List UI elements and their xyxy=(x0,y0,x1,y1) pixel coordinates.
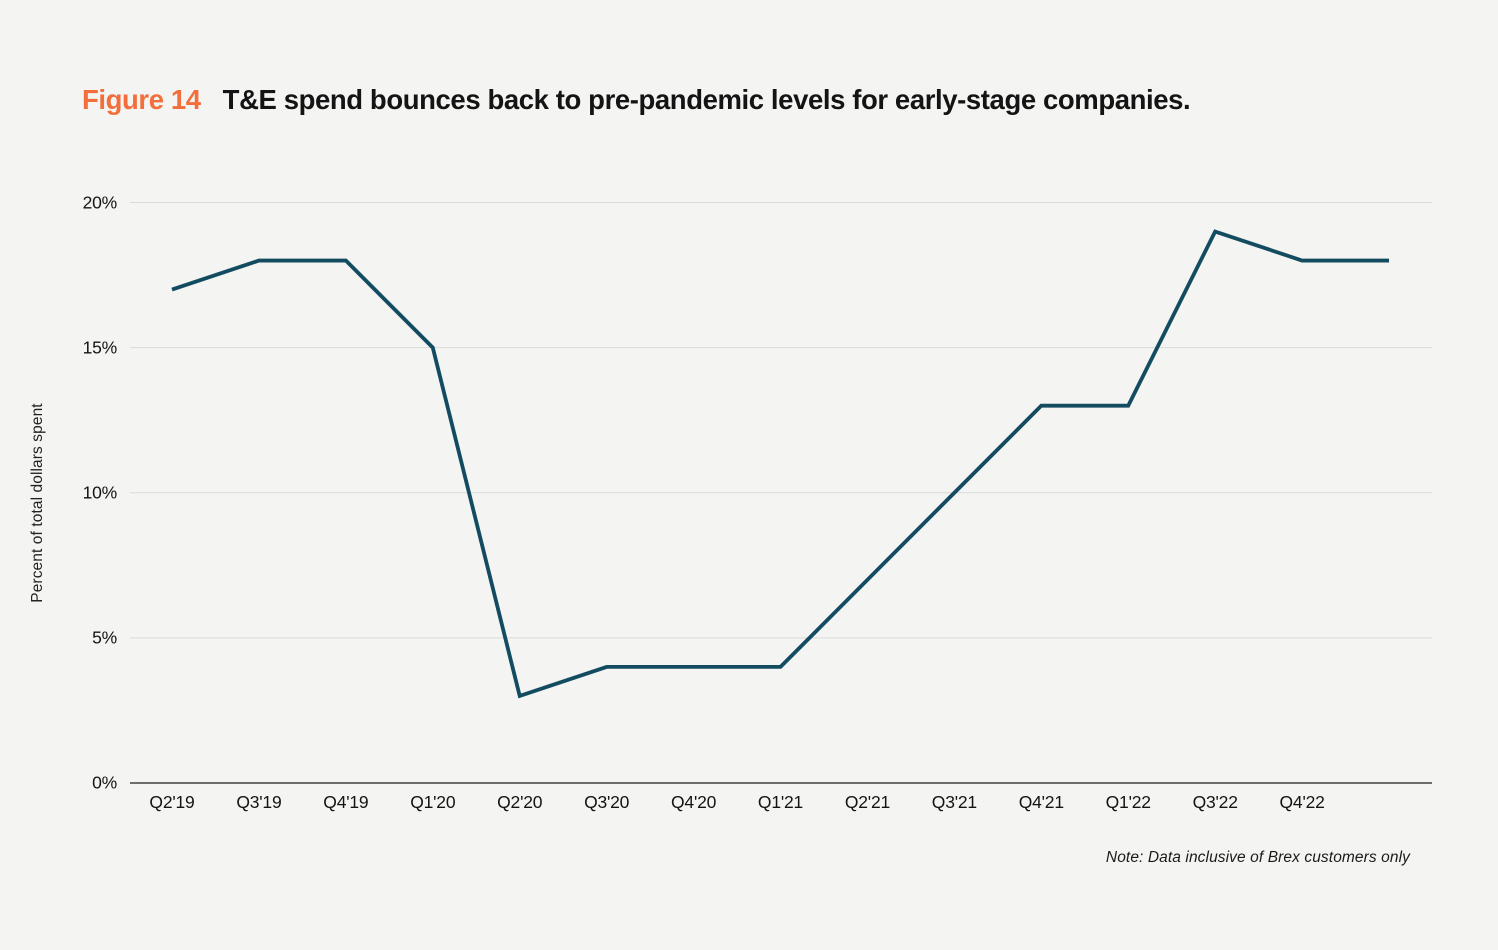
footnote: Note: Data inclusive of Brex customers o… xyxy=(1105,849,1410,866)
figure-title: Figure 14 T&E spend bounces back to pre-p… xyxy=(82,84,1191,116)
y-tick-label: 0% xyxy=(92,772,117,793)
y-tick-label: 15% xyxy=(82,337,118,358)
x-tick-label: Q1'22 xyxy=(1105,792,1151,812)
x-tick-label: Q1'21 xyxy=(757,792,804,812)
y-tick-label: 10% xyxy=(82,482,118,503)
x-tick-label: Q2'20 xyxy=(497,792,543,812)
x-tick-label: Q4'19 xyxy=(323,792,369,812)
x-tick-label: Q3'20 xyxy=(584,792,630,812)
figure-title-text: T&E spend bounces back to pre-pandemic l… xyxy=(222,84,1191,115)
x-tick-label: Q2'19 xyxy=(149,792,195,812)
x-tick-label: Q4'21 xyxy=(1018,792,1064,812)
y-tick-label: 5% xyxy=(92,627,117,648)
te-spend-line-series xyxy=(171,229,1390,699)
x-tick-label: Q2'21 xyxy=(844,792,891,812)
x-tick-label: Q4'20 xyxy=(671,792,717,812)
figure-number-label: Figure 14 xyxy=(82,84,201,115)
x-tick-label: Q1'20 xyxy=(410,792,456,812)
x-tick-label: Q4'22 xyxy=(1279,792,1325,812)
x-tick-label: Q3'19 xyxy=(236,792,282,812)
x-tick-label: Q3'22 xyxy=(1192,792,1238,812)
x-tick-label: Q3'21 xyxy=(931,792,977,812)
y-tick-label: 20% xyxy=(82,192,118,212)
